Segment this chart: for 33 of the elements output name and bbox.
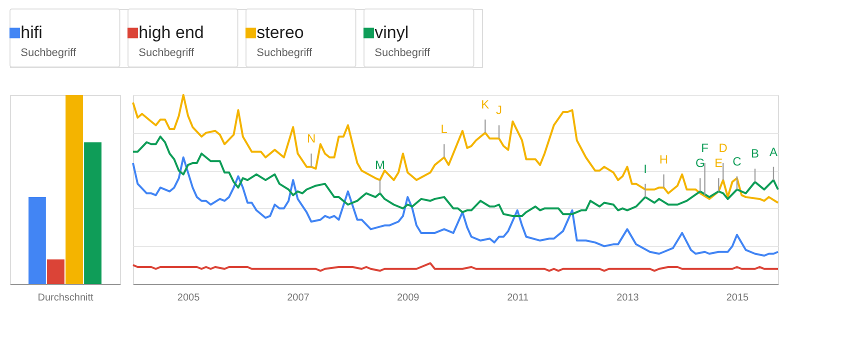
bar [66,95,83,284]
text: Suchbegriff [20,47,76,59]
x-tick-label: 2015 [726,292,750,304]
x-tick-label: 2009 [397,292,420,304]
x-tick-label: 2013 [616,292,640,304]
annotation: N [306,132,316,146]
x-tick-label: 2011 [507,292,530,304]
annotation: B [750,146,760,161]
legend-label: stereo [256,23,304,42]
annotation: E [714,156,723,170]
annotation: G [695,156,705,170]
annotation: C [732,154,742,168]
bar [47,259,64,284]
legend-label: high end [138,23,204,42]
x-tick-label: 2005 [177,292,200,304]
bar [84,142,102,284]
annotation: D [718,141,728,156]
text: Suchbegriff [374,47,430,59]
annotation: M [374,158,385,172]
annotation: L [440,122,448,136]
annotation: F [701,141,708,156]
legend-title: Suchbegriff [138,47,196,59]
bar [28,197,46,284]
legend-label: hifi [20,23,42,42]
annotation: A [769,144,778,159]
annotation: I [644,162,647,176]
annotation: K [481,98,490,112]
annotation: J [496,103,502,118]
x-tick-label: 2007 [287,292,310,304]
x-axis-title: Durchschnitt [38,292,94,304]
legend-label: vinyl [374,23,409,42]
text: Suchbegriff [256,47,312,59]
annotation: H [659,152,668,166]
